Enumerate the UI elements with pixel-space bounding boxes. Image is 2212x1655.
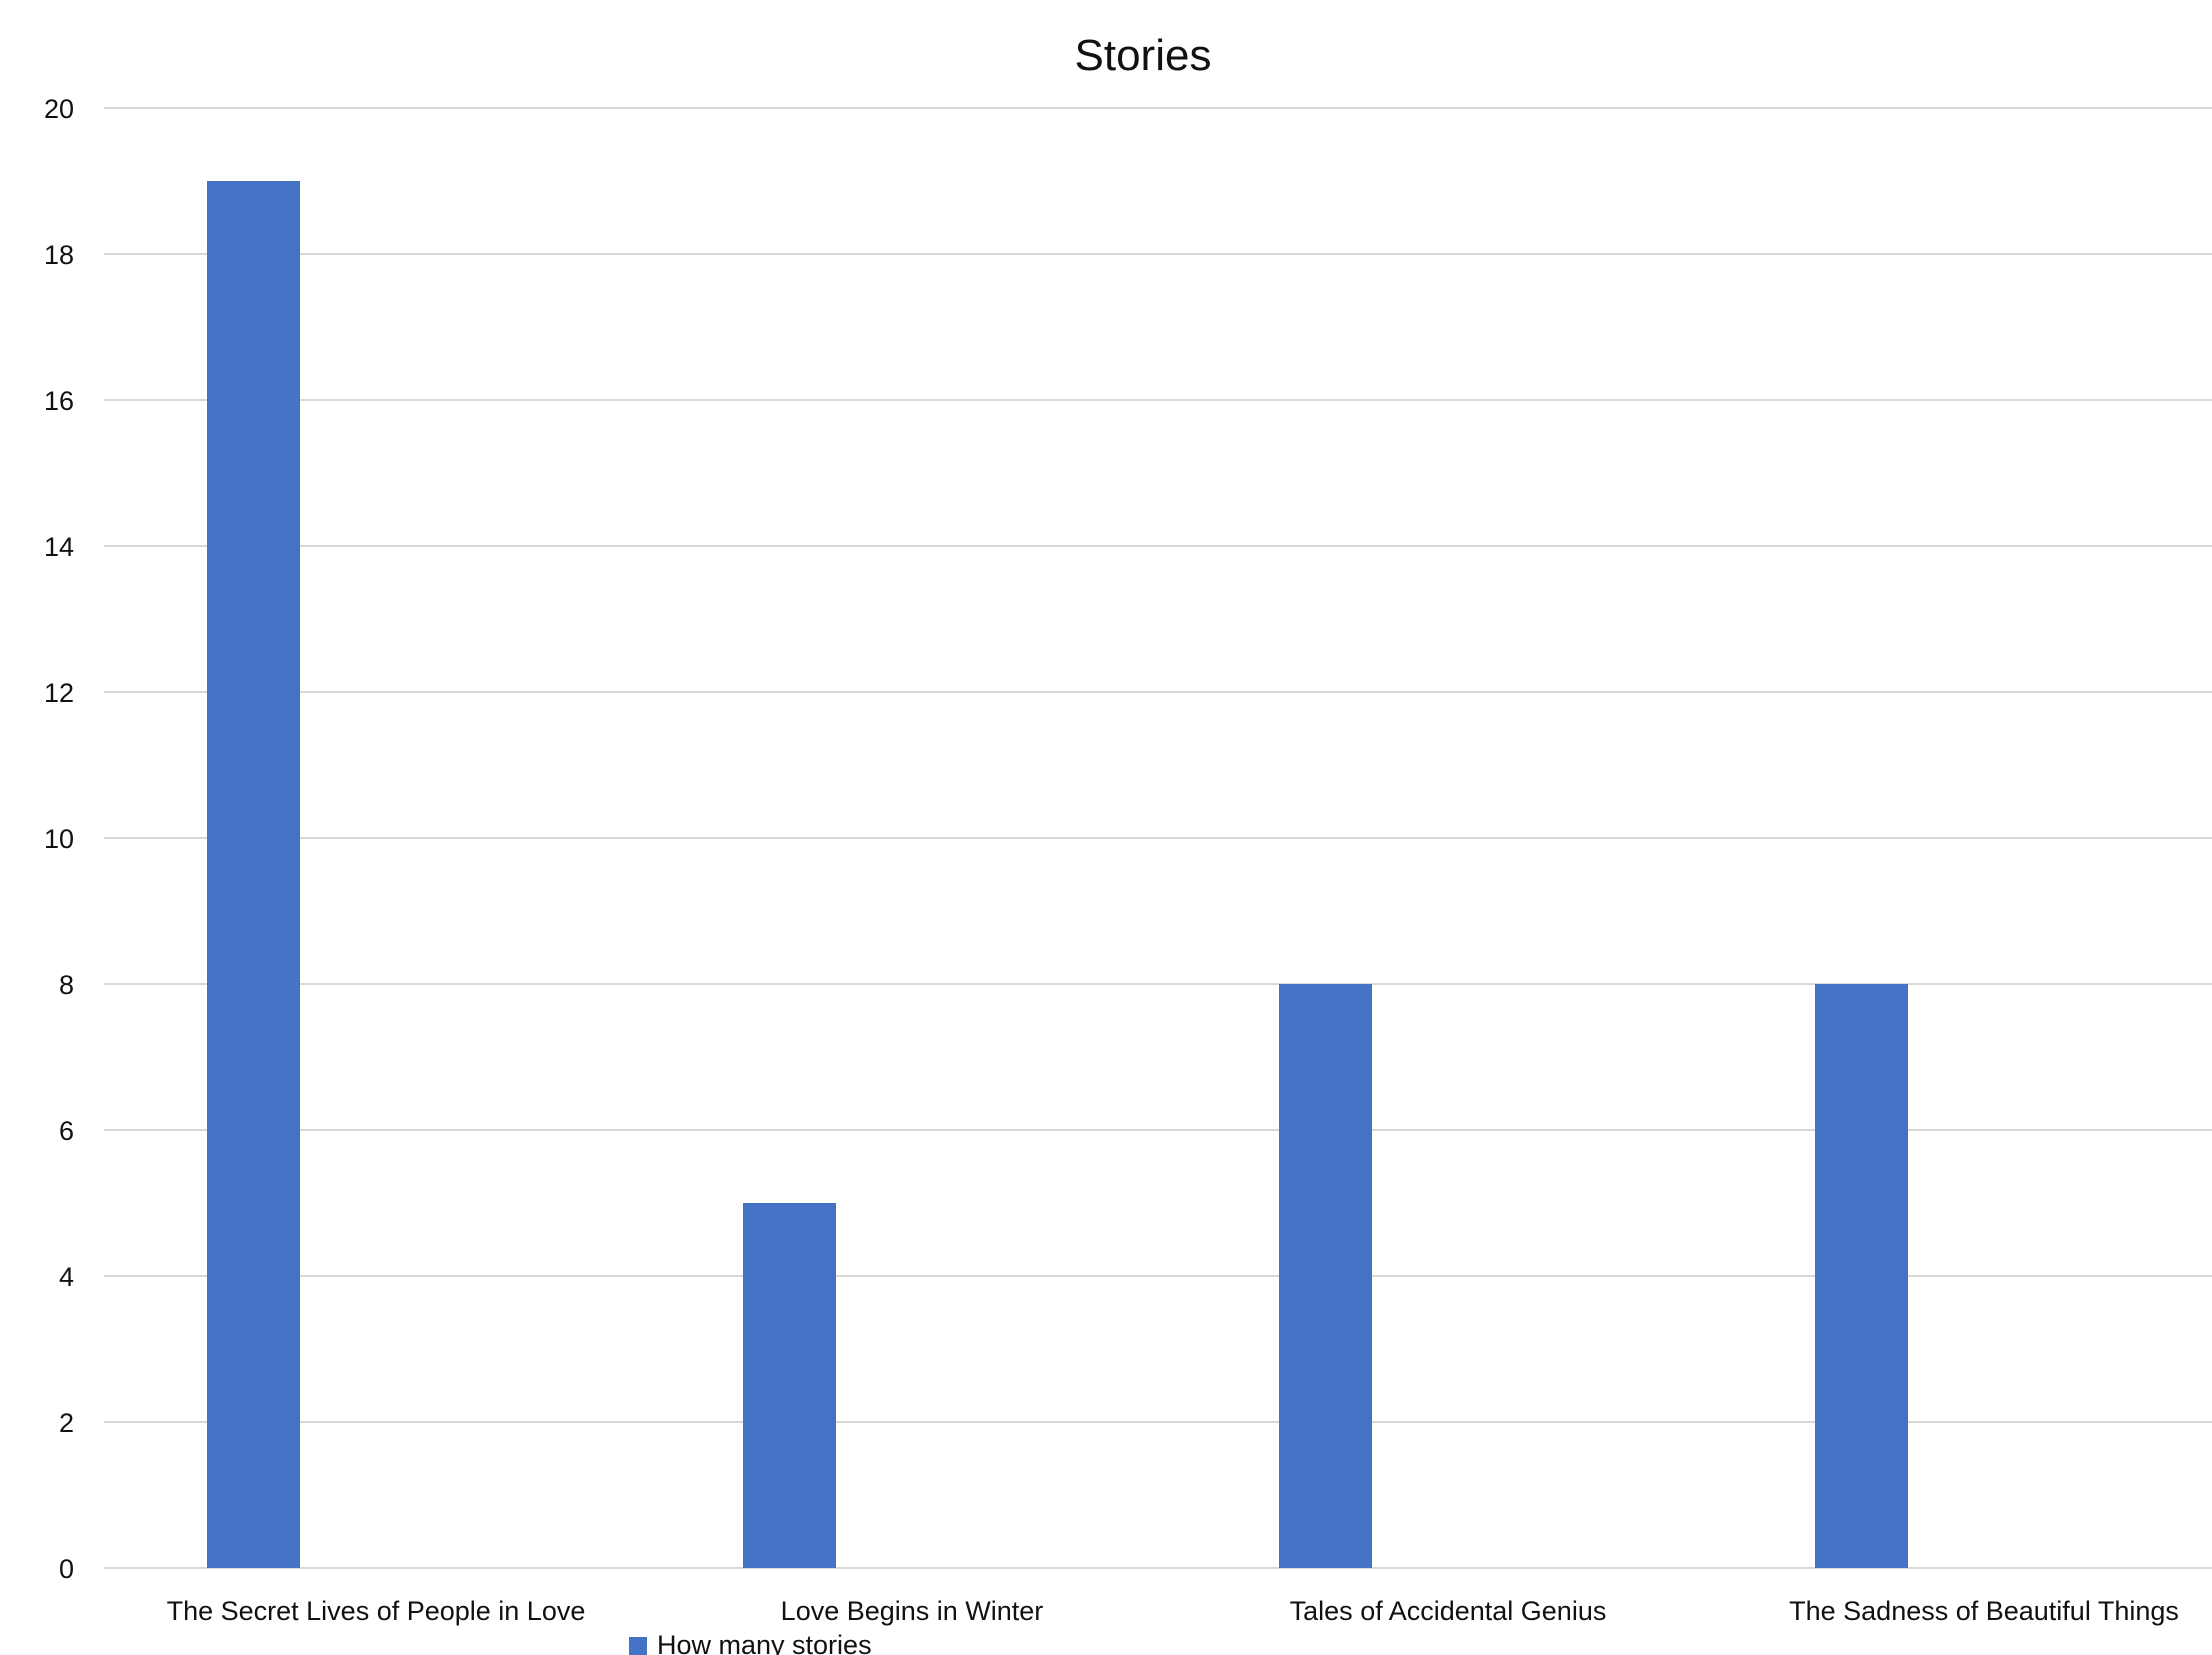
x-category-label: The Secret Lives of People in Love: [167, 1596, 586, 1626]
y-tick-label: 0: [59, 1554, 74, 1584]
y-axis-ticks: 0 2 4 6 8 10 12 14 16 18 20: [44, 94, 74, 1584]
y-tick-label: 8: [59, 970, 74, 1000]
bars: [207, 181, 1908, 1568]
y-tick-label: 16: [44, 386, 74, 416]
legend-label: How many stories: [657, 1630, 872, 1655]
legend: How many stories: [629, 1630, 872, 1655]
gridlines: [104, 107, 2212, 1569]
y-tick-label: 20: [44, 94, 74, 124]
bar: [207, 181, 300, 1568]
bar: [1815, 984, 1908, 1568]
bar: [743, 1203, 836, 1568]
x-category-label: Love Begins in Winter: [781, 1596, 1044, 1626]
y-tick-label: 2: [59, 1408, 74, 1438]
y-tick-label: 10: [44, 824, 74, 854]
x-category-label: The Sadness of Beautiful Things: [1789, 1596, 2179, 1626]
y-tick-label: 18: [44, 240, 74, 270]
x-category-label: Tales of Accidental Genius: [1290, 1596, 1607, 1626]
y-tick-label: 12: [44, 678, 74, 708]
y-tick-label: 6: [59, 1116, 74, 1146]
y-tick-label: 14: [44, 532, 74, 562]
bar: [1279, 984, 1372, 1568]
legend-swatch: [629, 1637, 647, 1655]
x-axis-categories: The Secret Lives of People in Love Love B…: [167, 1596, 2179, 1626]
chart-title: Stories: [1075, 31, 1212, 80]
y-tick-label: 4: [59, 1262, 74, 1292]
